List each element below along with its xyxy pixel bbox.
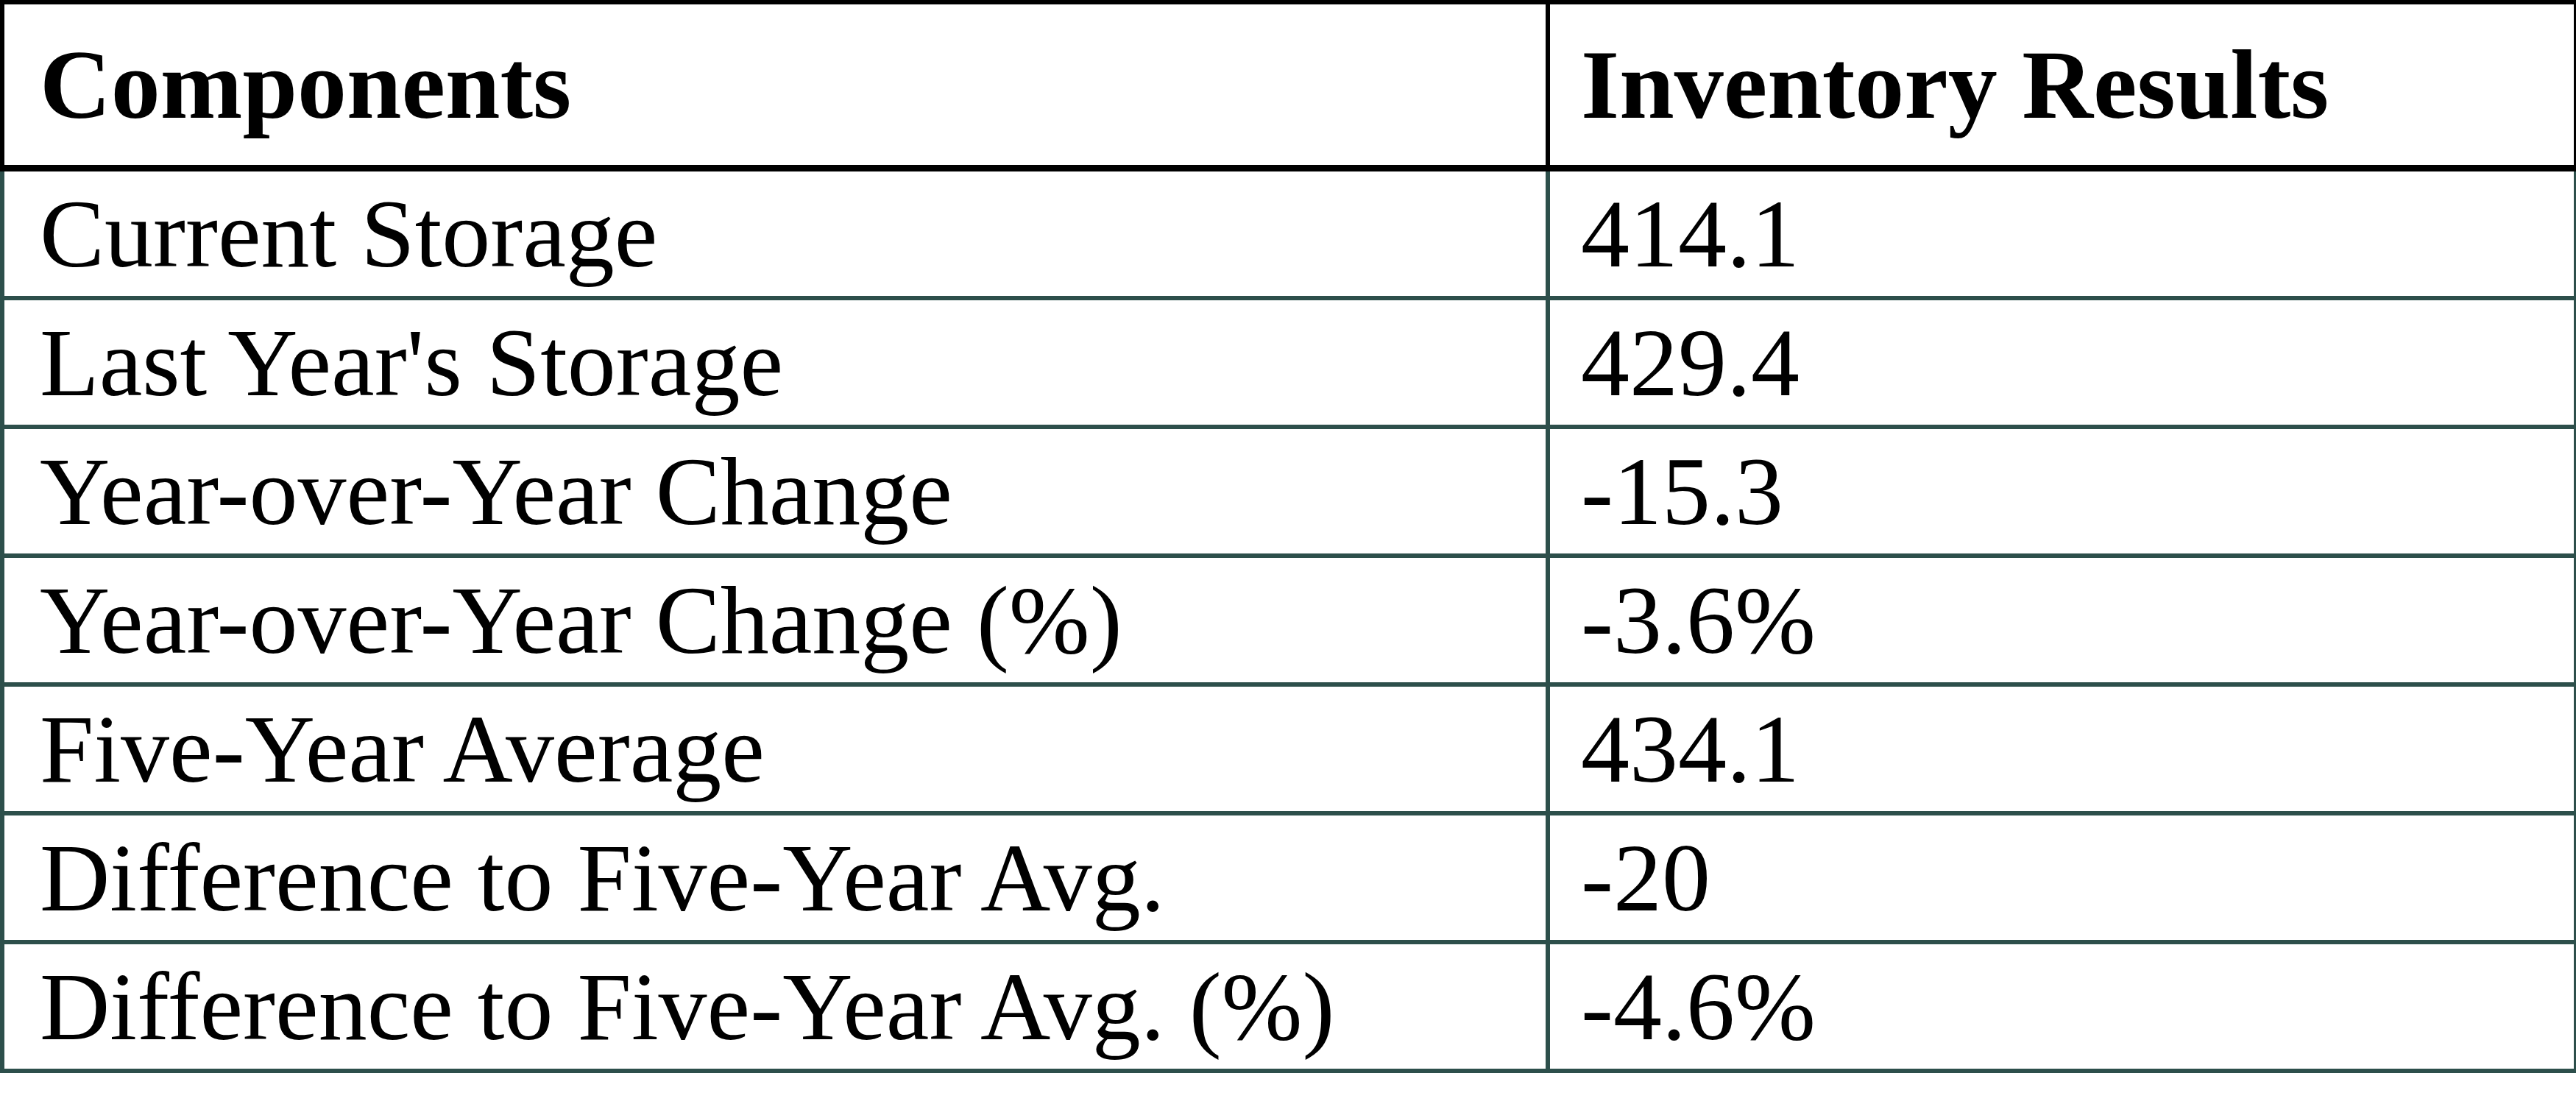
row-value-cell: -3.6% [1548,556,2576,684]
row-label-cell: Five-Year Average [2,684,1548,813]
row-value-cell: 429.4 [1548,298,2576,427]
table-row-yoy-change: Year-over-Year Change -15.3 [2,427,2576,556]
row-value-cell: -15.3 [1548,427,2576,556]
row-label-cell: Current Storage [2,169,1548,299]
row-label-cell: Difference to Five-Year Avg. (%) [2,942,1548,1071]
inventory-results-table: Components Inventory Results Current Sto… [0,0,2576,1073]
header-row: Components Inventory Results [2,2,2576,169]
table-row-diff-five-year-avg: Difference to Five-Year Avg. -20 [2,813,2576,942]
column-header-components: Components [2,2,1548,169]
row-label-cell: Year-over-Year Change [2,427,1548,556]
row-label-cell: Last Year's Storage [2,298,1548,427]
table-row-five-year-average: Five-Year Average 434.1 [2,684,2576,813]
column-header-inventory-results: Inventory Results [1548,2,2576,169]
table-row-last-year-storage: Last Year's Storage 429.4 [2,298,2576,427]
table-row-yoy-change-pct: Year-over-Year Change (%) -3.6% [2,556,2576,684]
row-value-cell: 414.1 [1548,169,2576,299]
row-value-cell: -4.6% [1548,942,2576,1071]
table-row-diff-five-year-avg-pct: Difference to Five-Year Avg. (%) -4.6% [2,942,2576,1071]
row-label-cell: Difference to Five-Year Avg. [2,813,1548,942]
table-row-current-storage: Current Storage 414.1 [2,169,2576,299]
row-label-cell: Year-over-Year Change (%) [2,556,1548,684]
row-value-cell: 434.1 [1548,684,2576,813]
row-value-cell: -20 [1548,813,2576,942]
